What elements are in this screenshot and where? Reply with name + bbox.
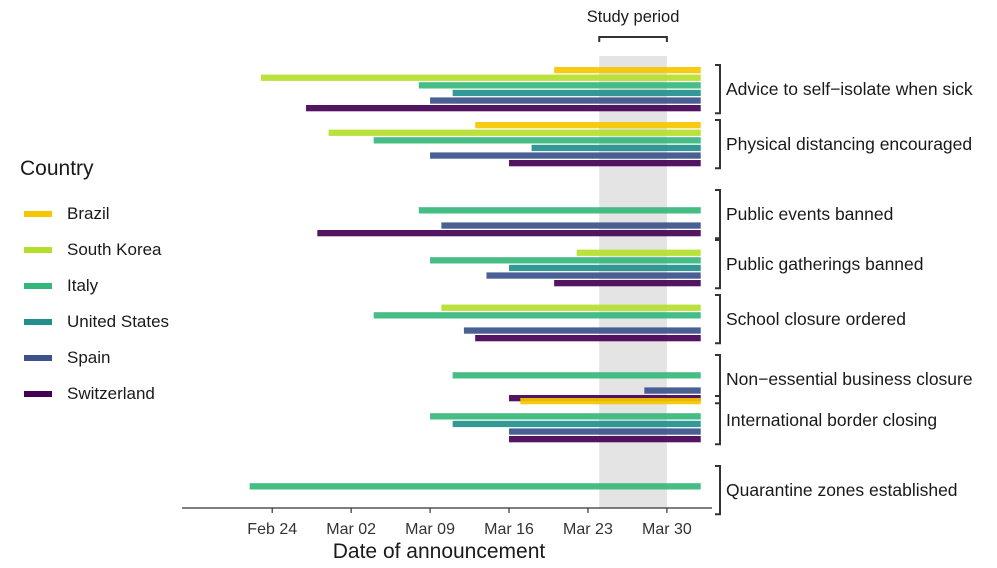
bar	[644, 387, 701, 394]
x-tick-label: Mar 02	[326, 521, 376, 538]
legend-label: Italy	[67, 276, 99, 295]
x-tick-label: Mar 16	[484, 521, 534, 538]
bar	[452, 89, 701, 97]
bar	[373, 312, 701, 319]
x-tick-label: Mar 23	[563, 521, 613, 538]
bar	[554, 280, 701, 287]
group-label: International border closing	[726, 410, 937, 430]
legend-swatch	[24, 319, 52, 325]
legend-item: Switzerland	[20, 376, 169, 412]
group-bracket	[715, 189, 721, 240]
legend-title: Country	[20, 157, 94, 180]
bar	[475, 122, 701, 129]
bar	[509, 428, 701, 435]
bar	[306, 105, 701, 112]
legend-label: Brazil	[67, 204, 110, 223]
bar	[418, 82, 701, 89]
bar	[260, 74, 701, 81]
legend-swatch	[24, 283, 52, 289]
bar	[475, 335, 701, 342]
bar	[328, 129, 701, 136]
group-label: Public gatherings banned	[726, 254, 924, 274]
bar	[509, 436, 701, 443]
legend: Country Brazil South Korea Italy United Sta…	[20, 157, 169, 412]
bar	[430, 152, 701, 159]
bar	[373, 137, 701, 144]
bar	[441, 222, 701, 229]
group-bracket	[715, 64, 721, 115]
group-bracket	[715, 239, 721, 290]
bar	[576, 249, 701, 256]
legend-label: South Korea	[67, 240, 162, 259]
bar	[430, 97, 701, 104]
group-label: Physical distancing encouraged	[726, 134, 972, 154]
bar	[531, 144, 701, 152]
legend-item: South Korea	[20, 232, 169, 268]
legend-label: Spain	[67, 348, 111, 367]
legend-swatch	[24, 211, 52, 217]
bar	[452, 372, 701, 379]
bar	[317, 230, 701, 237]
bar	[486, 272, 701, 279]
legend-item: Brazil	[20, 196, 169, 232]
x-tick-label: Feb 24	[247, 521, 297, 538]
group-bracket	[715, 294, 721, 345]
x-tick-label: Mar 30	[642, 521, 692, 538]
bar	[554, 67, 701, 74]
group-bracket	[715, 395, 721, 446]
group-bracket	[715, 465, 721, 516]
bar	[452, 420, 701, 428]
bar	[509, 264, 701, 272]
legend-item: Italy	[20, 268, 169, 304]
x-tick-label: Mar 09	[405, 521, 455, 538]
bar	[418, 207, 701, 214]
legend-label: United States	[67, 312, 170, 331]
group-label: Advice to self−isolate when sick	[726, 79, 973, 99]
group-label: Public events banned	[726, 204, 893, 224]
bar	[249, 483, 701, 490]
study-period-label: Study period	[587, 8, 680, 26]
group-bracket	[715, 119, 721, 170]
bar	[463, 327, 701, 334]
legend-swatch	[24, 247, 52, 253]
bar	[430, 257, 701, 264]
bar	[430, 413, 701, 420]
legend-swatch	[24, 391, 52, 397]
group-label: Non−essential business closure	[726, 369, 973, 389]
bar	[509, 160, 701, 167]
study-period-bracket	[598, 36, 668, 42]
bar	[520, 398, 701, 405]
bar	[441, 304, 701, 311]
group-label: Quarantine zones established	[726, 480, 958, 500]
group-label: School closure ordered	[726, 309, 906, 329]
legend-swatch	[24, 355, 52, 361]
x-axis-title: Date of announcement	[333, 540, 546, 563]
legend-item: United States	[20, 304, 169, 340]
group-bracket	[715, 354, 721, 405]
legend-label: Switzerland	[67, 384, 155, 403]
legend-item: Spain	[20, 340, 169, 376]
